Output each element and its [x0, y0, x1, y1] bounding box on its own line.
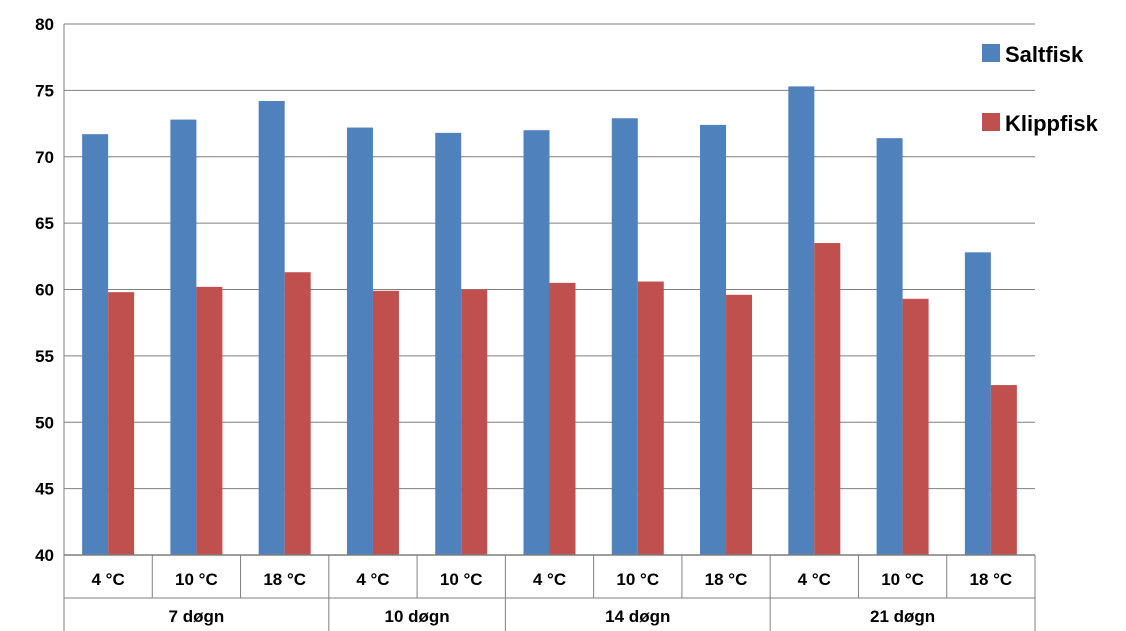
bar-saltfisk [876, 138, 903, 556]
x-category-label: 4 °C [92, 570, 125, 589]
legend-swatch-saltfisk [982, 44, 1000, 62]
x-category-label: 18 °C [263, 570, 306, 589]
legend-label-klippfisk: Klippfisk [1005, 111, 1099, 136]
y-tick-label: 80 [35, 15, 54, 34]
x-category-label: 4 °C [533, 570, 566, 589]
legend: Saltfisk Klippfisk [982, 42, 1099, 136]
x-category-label: 10 °C [440, 570, 483, 589]
bar-saltfisk [82, 134, 109, 555]
x-tick-labels: 4 °C 10 °C 18 °C 4 °C 10 °C 4 °C 10 °C 18 °C 4 °… [92, 570, 1013, 626]
bar-klippfisk [108, 292, 135, 555]
bar-saltfisk [523, 130, 550, 555]
x-category-label: 10 °C [881, 570, 924, 589]
legend-swatch-klippfisk [982, 113, 1000, 131]
x-category-label: 4 °C [356, 570, 389, 589]
bar-klippfisk [726, 294, 753, 555]
bars [82, 86, 1017, 556]
bar-saltfisk [700, 124, 727, 555]
bar-klippfisk [284, 272, 311, 555]
bar-saltfisk [964, 252, 991, 555]
x-category-label: 18 °C [705, 570, 748, 589]
x-group-label: 7 døgn [169, 607, 225, 626]
y-tick-label: 55 [35, 347, 54, 366]
y-tick-labels: 40 45 50 55 60 65 70 75 80 [35, 15, 54, 565]
legend-label-saltfisk: Saltfisk [1005, 42, 1084, 67]
y-tick-label: 75 [35, 81, 54, 100]
bar-saltfisk [788, 86, 815, 555]
bar-klippfisk [814, 243, 841, 555]
bar-saltfisk [611, 118, 638, 555]
y-tick-label: 40 [35, 546, 54, 565]
x-group-label: 14 døgn [605, 607, 670, 626]
bar-klippfisk [902, 298, 929, 555]
bar-klippfisk [372, 290, 399, 555]
x-category-label: 18 °C [970, 570, 1013, 589]
x-group-label: 10 døgn [385, 607, 450, 626]
axes [63, 24, 1036, 631]
bar-klippfisk [637, 281, 664, 555]
x-category-label: 4 °C [798, 570, 831, 589]
y-tick-label: 60 [35, 281, 54, 300]
bar-saltfisk [258, 100, 285, 556]
bar-klippfisk [549, 282, 576, 555]
x-category-label: 10 °C [616, 570, 659, 589]
y-tick-label: 65 [35, 214, 54, 233]
x-group-label: 21 døgn [870, 607, 935, 626]
y-tick-label: 50 [35, 413, 54, 432]
bar-saltfisk [170, 119, 197, 555]
bar-klippfisk [990, 385, 1017, 555]
bar-saltfisk [346, 127, 373, 556]
y-tick-label: 70 [35, 148, 54, 167]
bar-klippfisk [461, 289, 488, 555]
y-tick-label: 45 [35, 480, 54, 499]
x-category-label: 10 °C [175, 570, 218, 589]
bar-klippfisk [196, 286, 223, 555]
bar-saltfisk [435, 132, 462, 556]
